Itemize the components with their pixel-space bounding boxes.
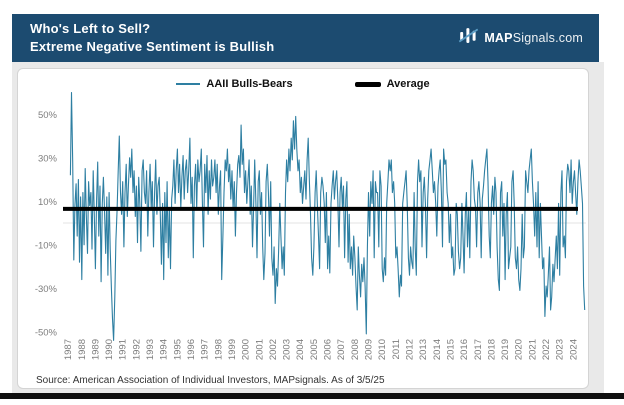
- header-banner: Who's Left to Sell? Extreme Negative Sen…: [12, 14, 599, 62]
- chart-card: AAII Bulls-Bears Average 50% 30% 10% -10% -3…: [17, 68, 589, 389]
- x-axis-tick-label: 1993: [145, 339, 156, 360]
- x-axis-tick-label: 2023: [555, 339, 566, 360]
- x-axis-tick-label: 2003: [282, 339, 293, 360]
- x-axis-tick-label: 2012: [405, 339, 416, 360]
- x-axis-tick-label: 1992: [131, 339, 142, 360]
- x-axis-tick-label: 2018: [486, 339, 497, 360]
- x-axis-tick-label: 1987: [63, 339, 74, 360]
- bottom-divider-bar: [0, 393, 624, 399]
- y-axis-tick-label: 10%: [38, 197, 58, 208]
- x-axis-tick-label: 2000: [241, 339, 252, 360]
- chart-legend: AAII Bulls-Bears Average: [18, 78, 588, 90]
- x-axis-tick-label: 2008: [350, 339, 361, 360]
- x-axis-tick-label: 2017: [473, 339, 484, 360]
- logo-wordmark-rest: Signals.com: [512, 31, 583, 45]
- x-axis-tick-label: 1994: [159, 339, 170, 360]
- x-axis-tick-label: 2024: [568, 339, 579, 360]
- x-axis-tick-label: 2014: [432, 339, 443, 360]
- x-axis-tick-label: 2011: [391, 339, 402, 359]
- x-axis-tick-label: 2010: [377, 339, 388, 360]
- title-line-1: Who's Left to Sell?: [30, 21, 151, 36]
- x-axis-tick-label: 1990: [104, 339, 115, 360]
- y-axis-tick-label: -50%: [35, 327, 58, 338]
- y-axis-tick-label: 30%: [38, 153, 58, 164]
- legend-item-average: Average: [354, 78, 430, 90]
- x-axis-tick-label: 1991: [118, 339, 129, 360]
- x-axis-tick-label: 2021: [527, 339, 538, 360]
- x-axis-tick-label: 2002: [268, 339, 279, 360]
- source-note: Source: American Association of Individu…: [36, 375, 385, 386]
- y-axis-tick-label: -10%: [35, 240, 58, 251]
- title-line-2: Extreme Negative Sentiment is Bullish: [30, 39, 275, 54]
- x-axis-tick-label: 2022: [541, 339, 552, 360]
- x-axis-tick-label: 2015: [445, 339, 456, 360]
- x-axis-tick-label: 2020: [514, 339, 525, 360]
- logo-wordmark: MAPSignals.com: [484, 31, 583, 45]
- x-axis-tick-label: 2001: [254, 339, 265, 360]
- x-axis-tick-label: 2019: [500, 339, 511, 360]
- x-axis-tick-label: 1988: [77, 339, 88, 360]
- x-axis-tick-label: 2007: [336, 339, 347, 360]
- average-line-swatch: [354, 81, 381, 87]
- sentiment-chart-svg: 50%30%10%-10%-30%-50%1987 1988 1989 1990 199…: [35, 91, 586, 360]
- x-axis-tick-label: 2009: [364, 339, 375, 360]
- x-axis-tick-label: 1998: [213, 339, 224, 360]
- aaii-bulls-bears-line: [69, 91, 586, 341]
- series-line-swatch: [176, 83, 201, 85]
- x-axis-tick-label: 1989: [90, 339, 101, 360]
- average-legend-label: Average: [386, 78, 430, 90]
- logo-wordmark-bold: MAP: [484, 31, 513, 45]
- x-axis-tick-label: 2005: [309, 339, 320, 360]
- x-axis-tick-label: 2004: [295, 339, 306, 360]
- mapsignals-logo: MAPSignals.com: [458, 25, 583, 51]
- y-axis-tick-label: -30%: [35, 284, 58, 295]
- x-axis-tick-label: 1997: [200, 339, 211, 360]
- page-title: Who's Left to Sell? Extreme Negative Sen…: [30, 20, 274, 56]
- mapsignals-bars-logo-icon: [458, 25, 479, 51]
- x-axis-tick-label: 2016: [459, 339, 470, 360]
- x-axis-tick-label: 2006: [323, 339, 334, 360]
- series-legend-label: AAII Bulls-Bears: [206, 78, 293, 90]
- x-axis-tick-label: 1995: [172, 339, 183, 360]
- x-axis-tick-label: 2013: [418, 339, 429, 360]
- x-axis-tick-label: 1999: [227, 339, 238, 360]
- x-axis-tick-label: 1996: [186, 339, 197, 360]
- legend-item-aaii-bulls-bears: AAII Bulls-Bears: [176, 78, 293, 90]
- y-axis-tick-label: 50%: [38, 110, 58, 121]
